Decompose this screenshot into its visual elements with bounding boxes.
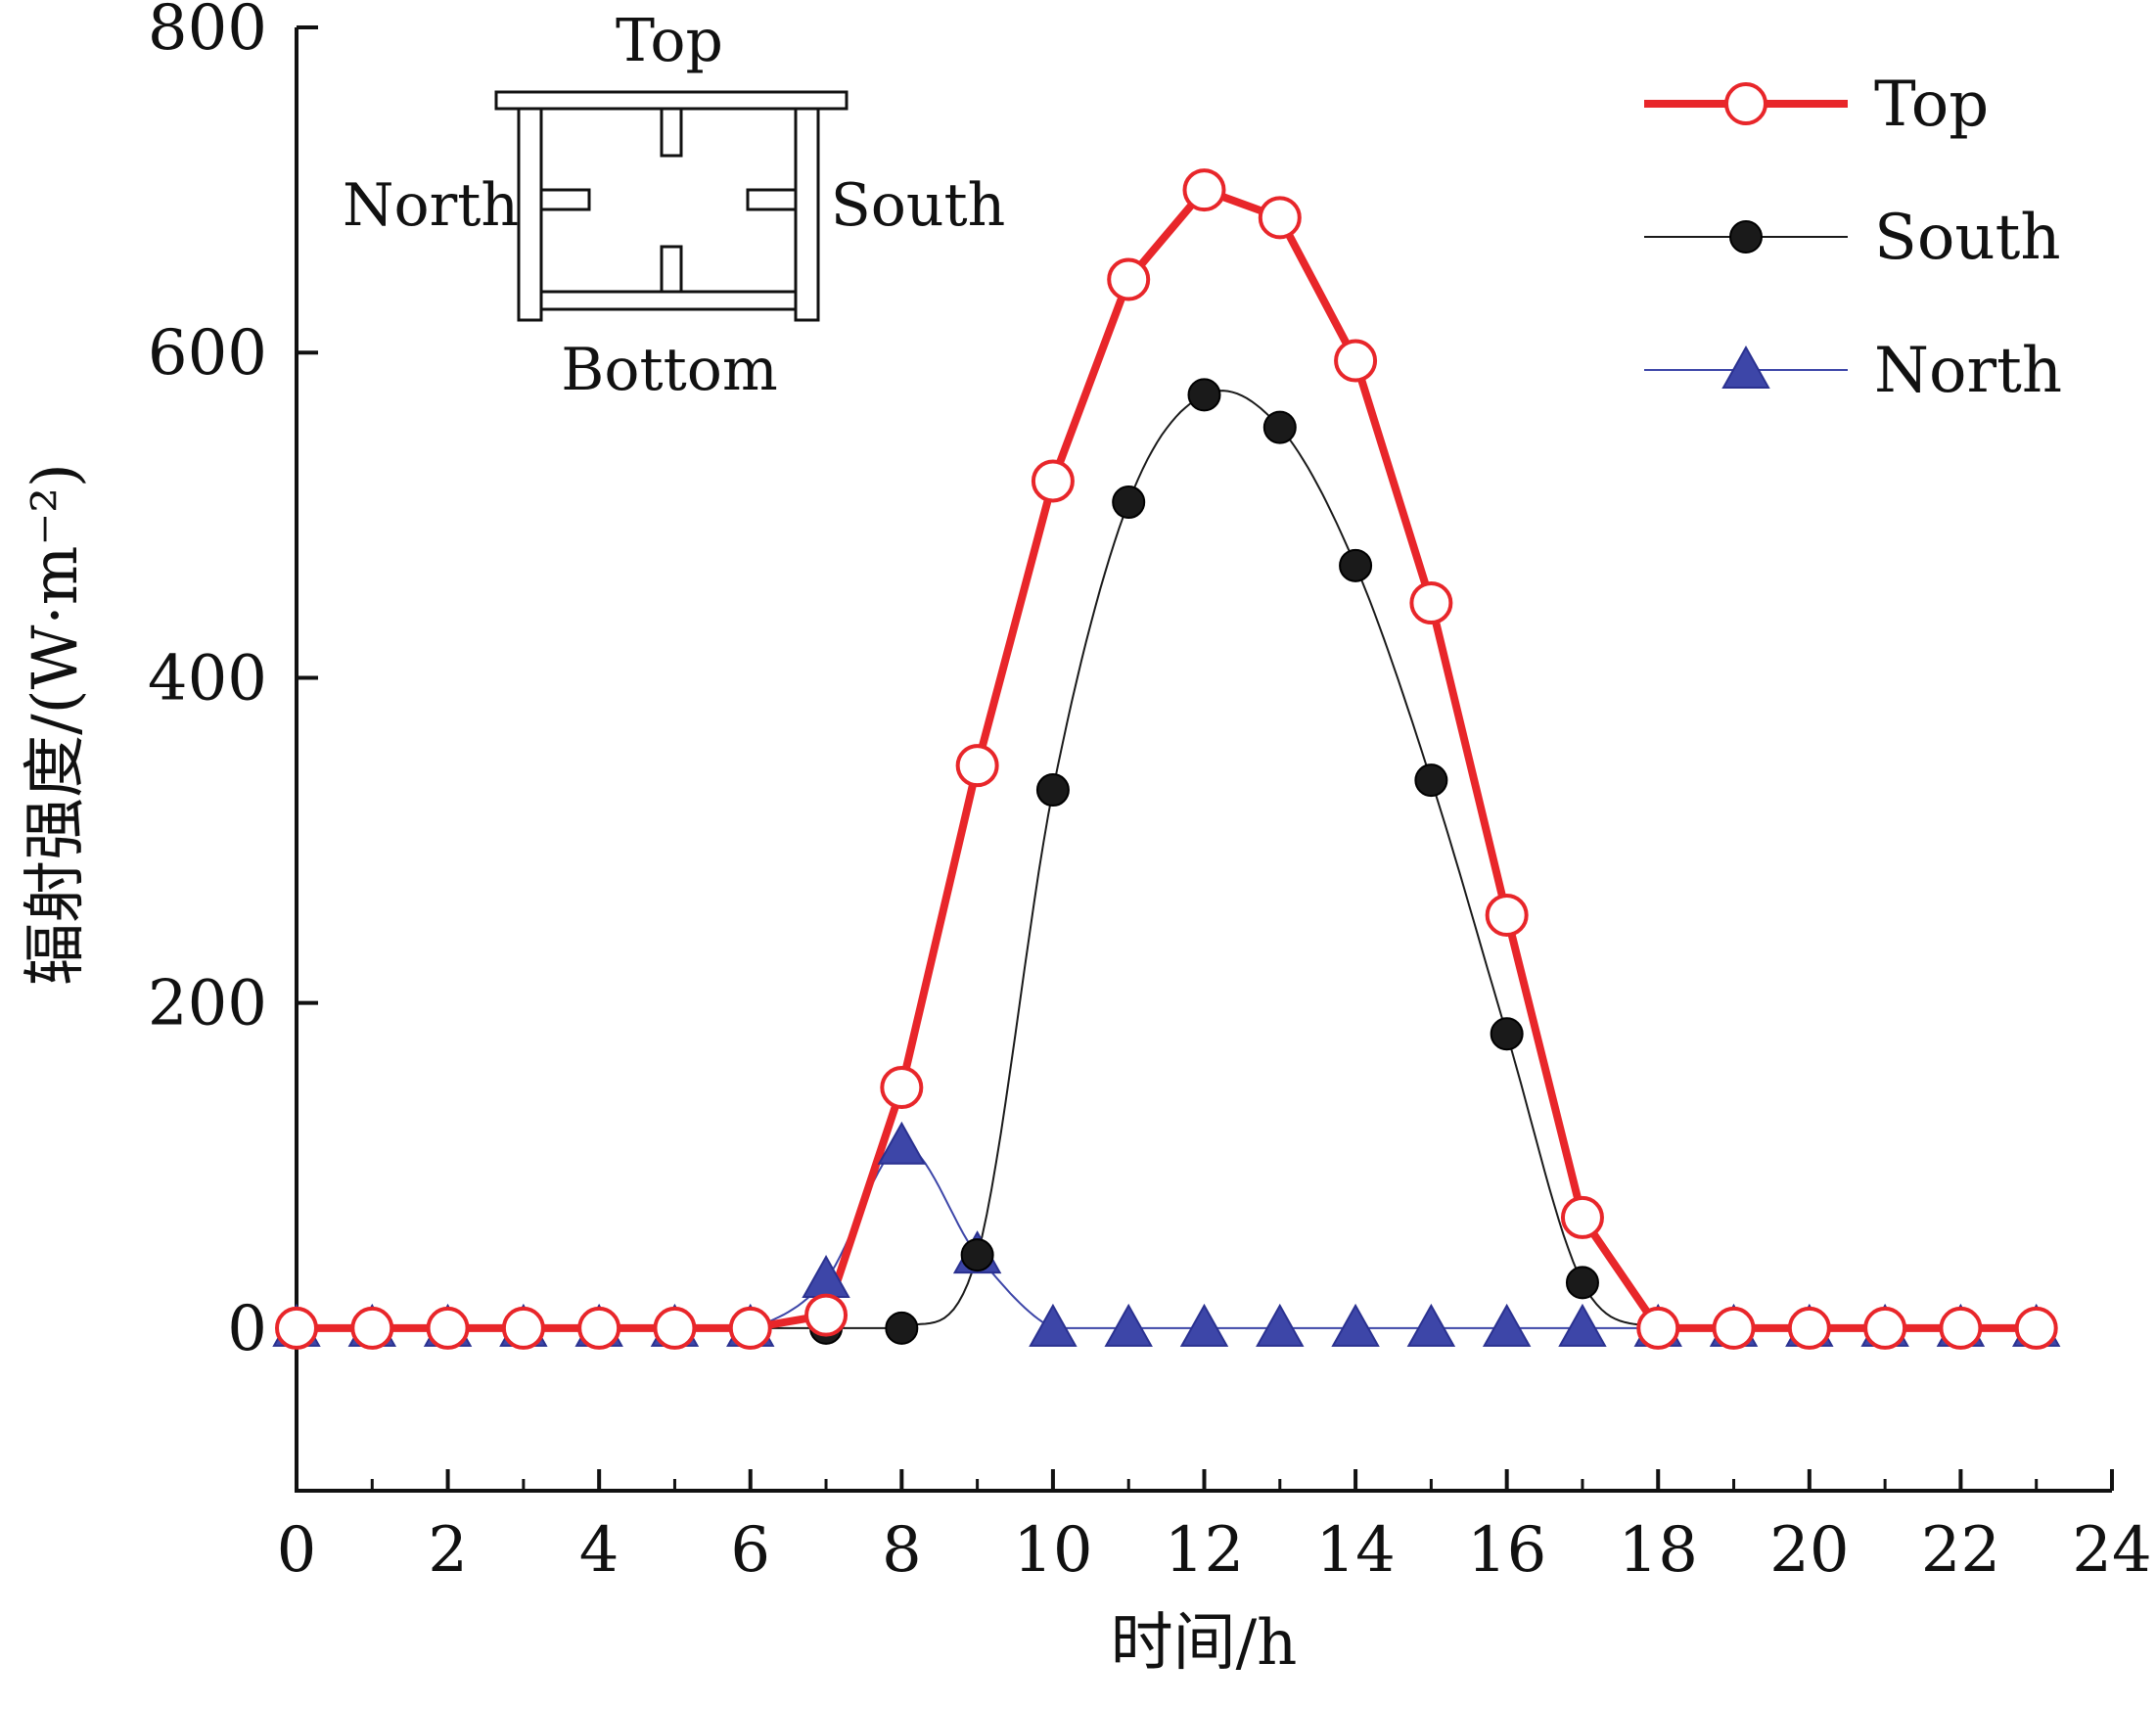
series-line-north <box>297 1144 2037 1329</box>
data-point-north <box>1179 1303 1229 1347</box>
data-point-south <box>1035 773 1070 808</box>
data-point-top <box>653 1306 697 1350</box>
data-point-top <box>1182 168 1226 212</box>
data-point-south <box>1112 485 1146 520</box>
x-tick-label: 22 <box>1921 1514 2000 1587</box>
x-tick-label: 8 <box>882 1514 922 1587</box>
x-tick-label: 18 <box>1619 1514 1698 1587</box>
data-point-north <box>1482 1303 1532 1347</box>
data-point-north <box>877 1121 927 1165</box>
x-tick-label: 24 <box>2072 1514 2151 1587</box>
y-axis-title: 辐射强度/(W·m⁻²) <box>20 463 92 986</box>
legend-label-top: Top <box>1874 69 1989 141</box>
data-point-south <box>885 1311 919 1345</box>
inset-north-wall <box>517 107 543 322</box>
inset-diagram <box>494 90 849 322</box>
axes <box>295 27 2112 1493</box>
inset-label-top: Top <box>616 7 723 75</box>
data-point-top <box>1258 196 1302 240</box>
data-point-top <box>1031 459 1075 503</box>
data-point-top <box>577 1306 621 1350</box>
data-point-top <box>1560 1195 1604 1239</box>
inset-south-wall <box>794 107 820 322</box>
inset-floor <box>539 290 798 311</box>
data-point-top <box>1712 1306 1756 1350</box>
y-tick-label: 200 <box>148 968 267 1040</box>
data-point-top <box>501 1306 545 1350</box>
data-point-north <box>1406 1303 1456 1347</box>
y-tick-label: 800 <box>148 0 267 65</box>
data-point-top <box>1863 1306 1907 1350</box>
data-point-south <box>1490 1017 1524 1051</box>
data-point-top <box>350 1306 394 1350</box>
data-point-south <box>960 1238 994 1272</box>
data-point-top <box>1409 581 1453 625</box>
data-point-south <box>1339 548 1373 582</box>
legend-marker-south <box>1729 220 1763 254</box>
data-point-top <box>275 1306 318 1350</box>
data-point-top <box>728 1306 772 1350</box>
inset-label-south: South <box>831 171 1006 240</box>
y-tick-label: 600 <box>148 317 267 390</box>
plot-markers <box>272 168 2061 1350</box>
x-tick-label: 10 <box>1013 1514 1092 1587</box>
data-point-top <box>1787 1306 1831 1350</box>
data-point-north <box>1558 1303 1607 1347</box>
x-tick-label: 2 <box>428 1514 468 1587</box>
x-tick-label: 0 <box>277 1514 317 1587</box>
x-tick-label: 4 <box>579 1514 619 1587</box>
y-ticks: 0 200 400 600 800 <box>148 0 318 1365</box>
data-point-north <box>1331 1303 1380 1347</box>
x-tick-label: 20 <box>1769 1514 1849 1587</box>
data-point-top <box>804 1293 849 1337</box>
data-point-top <box>1636 1306 1680 1350</box>
inset-north-stub <box>539 188 591 211</box>
data-point-top <box>1107 257 1151 301</box>
plot-lines <box>297 185 2037 1332</box>
data-point-south <box>1262 410 1297 444</box>
legend: Top South North <box>1644 69 2062 407</box>
inset-south-stub <box>746 188 798 211</box>
legend-label-north: North <box>1874 335 2062 407</box>
x-tick-label: 14 <box>1315 1514 1395 1587</box>
data-point-top <box>880 1066 924 1110</box>
data-point-top <box>955 744 999 788</box>
x-tick-label: 16 <box>1467 1514 1546 1587</box>
inset-roof <box>494 90 849 111</box>
x-tick-label: 6 <box>730 1514 770 1587</box>
data-point-top <box>1334 339 1378 383</box>
y-tick-label: 400 <box>148 642 267 715</box>
legend-marker-top <box>1724 82 1767 125</box>
data-point-north <box>1256 1303 1305 1347</box>
inset-label-bottom: Bottom <box>561 336 777 404</box>
legend-marker-north <box>1721 345 1770 389</box>
legend-label-south: South <box>1874 202 2061 274</box>
inset-top-stub <box>660 107 683 158</box>
data-point-south <box>1187 378 1221 412</box>
inset-label-north: North <box>343 171 519 240</box>
data-point-top <box>1485 893 1529 937</box>
data-point-top <box>426 1306 470 1350</box>
y-tick-label: 0 <box>227 1293 267 1365</box>
series-line-top <box>297 185 2037 1332</box>
x-ticks: 0 2 4 6 8 10 12 14 16 18 20 22 24 <box>277 1469 2152 1587</box>
data-point-south <box>1414 763 1448 798</box>
data-point-top <box>1939 1306 1983 1350</box>
x-tick-label: 12 <box>1165 1514 1244 1587</box>
series-line-south <box>297 390 2037 1329</box>
x-axis-title: 时间/h <box>1111 1607 1298 1680</box>
data-point-north <box>1029 1303 1078 1347</box>
inset-bottom-stub <box>660 245 683 294</box>
data-point-north <box>1104 1303 1153 1347</box>
data-point-south <box>1565 1266 1599 1300</box>
data-point-top <box>2014 1306 2058 1350</box>
